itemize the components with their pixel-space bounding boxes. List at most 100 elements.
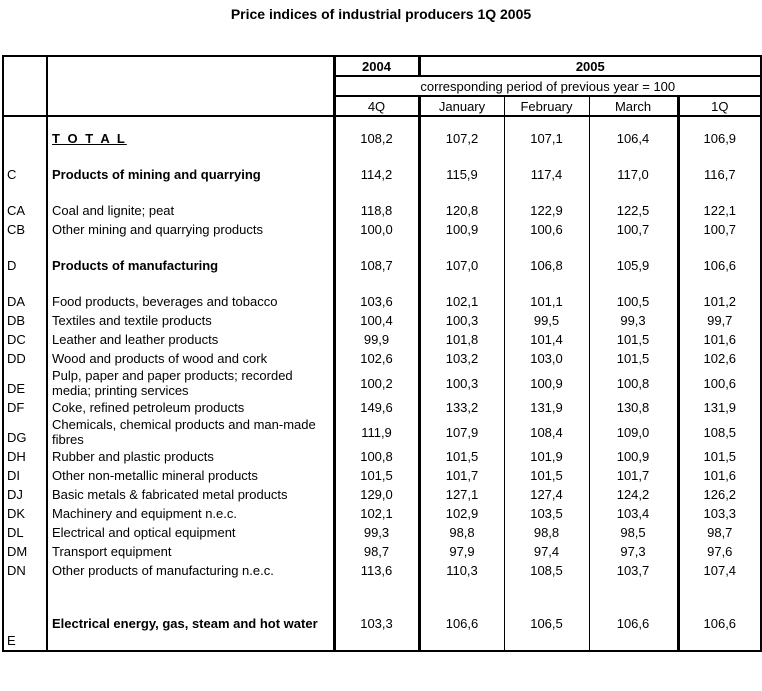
value-2004-4q: 103,6 — [334, 292, 421, 311]
value-2005-february: 98,8 — [504, 523, 590, 542]
row-code: DB — [3, 311, 48, 330]
value-2004-4q — [334, 580, 421, 597]
table-body: T O T A L 108,2 107,2 107,1 106,4 106,9 … — [3, 116, 761, 651]
col-header-2004: 2004 — [334, 56, 421, 77]
section-spacer-row — [3, 239, 761, 256]
value-2004-4q: 129,0 — [334, 485, 421, 504]
value-2005-january: 102,9 — [419, 504, 505, 523]
col-header-4q: 4Q — [334, 96, 421, 117]
value-2004-4q: 108,2 — [334, 129, 421, 148]
value-2004-4q: 99,3 — [334, 523, 421, 542]
section-spacer-row — [3, 184, 761, 201]
row-name — [47, 184, 336, 201]
value-2005-1q: 102,6 — [703, 351, 737, 366]
row-code: DJ — [3, 485, 48, 504]
header-note: corresponding period of previous year = … — [334, 76, 762, 97]
header-year-row: 2004 2005 — [3, 56, 762, 117]
row-code: DC — [3, 330, 48, 349]
value-2005-january: 107,2 — [419, 129, 505, 148]
value-2005-march: 100,9 — [589, 447, 680, 466]
table-row: C Products of mining and quarrying 114,2… — [3, 165, 761, 184]
value-2005-february: 108,4 — [504, 417, 590, 447]
value-2005-march: 124,2 — [589, 485, 680, 504]
row-code: CB — [3, 220, 48, 239]
table-row: DK Machinery and equipment n.e.c. 102,1 … — [3, 504, 761, 523]
value-2005-february: 101,1 — [504, 292, 590, 311]
row-name: T O T A L — [47, 129, 336, 148]
value-2004-4q: 101,5 — [334, 466, 421, 485]
value-2005-1q: 100,7 — [703, 222, 737, 237]
value-2004-4q: 113,6 — [334, 561, 421, 580]
value-2005-february — [504, 184, 590, 201]
row-name: Leather and leather products — [47, 330, 336, 349]
value-2005-january — [419, 148, 505, 165]
value-2005-march: 100,5 — [589, 292, 680, 311]
header-note-row: corresponding period of previous year = … — [3, 76, 762, 97]
row-name: Machinery and equipment n.e.c. — [47, 504, 336, 523]
value-2004-4q — [334, 275, 421, 292]
value-2005-january: 107,0 — [419, 256, 505, 275]
value-2005-march: 100,8 — [589, 368, 680, 398]
value-2005-january: 100,3 — [419, 368, 505, 398]
value-2005-march: 106,4 — [589, 129, 680, 148]
value-2005-january: 100,3 — [419, 311, 505, 330]
row-code — [3, 116, 48, 129]
value-2005-march: 122,5 — [589, 201, 680, 220]
value-2004-4q: 108,7 — [334, 256, 421, 275]
value-2005-january — [419, 184, 505, 201]
value-2005-1q: 99,7 — [707, 313, 733, 328]
row-code: DI — [3, 466, 48, 485]
row-code: DM — [3, 542, 48, 561]
price-indices-table: 2004 2005 corresponding period of previo… — [2, 55, 762, 652]
table-row: DB Textiles and textile products 100,4 1… — [3, 311, 761, 330]
value-2005-1q — [678, 184, 761, 201]
value-2004-4q — [334, 184, 421, 201]
value-2005-1q — [678, 239, 761, 256]
row-code: DF — [3, 398, 48, 417]
value-2004-4q: 103,3 — [334, 597, 421, 651]
value-2005-january: 100,9 — [419, 220, 505, 239]
value-2005-1q: 122,1 — [703, 203, 737, 218]
table-row: DC Leather and leather products 99,9 101… — [3, 330, 761, 349]
row-code: E — [3, 597, 48, 651]
value-2005-january: 115,9 — [419, 165, 505, 184]
value-2005-1q — [678, 116, 761, 129]
header-name-cell — [47, 56, 336, 117]
row-name: Textiles and textile products — [47, 311, 336, 330]
value-2005-january: 98,8 — [419, 523, 505, 542]
row-name: Pulp, paper and paper products; recorded… — [47, 368, 336, 398]
row-code — [3, 580, 48, 597]
value-2005-february: 101,9 — [504, 447, 590, 466]
value-2005-february: 101,5 — [504, 466, 590, 485]
value-2005-march: 101,5 — [589, 349, 680, 368]
table-row: DF Coke, refined petroleum products 149,… — [3, 398, 761, 417]
value-2005-february — [504, 116, 590, 129]
row-name: Other non-metallic mineral products — [47, 466, 336, 485]
table-row: DJ Basic metals & fabricated metal produ… — [3, 485, 761, 504]
value-2005-march: 103,4 — [589, 504, 680, 523]
value-2004-4q: 118,8 — [334, 201, 421, 220]
row-name: Food products, beverages and tobacco — [47, 292, 336, 311]
value-2005-february: 117,4 — [504, 165, 590, 184]
value-2005-january: 103,2 — [419, 349, 505, 368]
row-name — [47, 116, 336, 129]
row-name: Electrical energy, gas, steam and hot wa… — [47, 597, 336, 651]
value-2005-march: 130,8 — [589, 398, 680, 417]
value-2005-march — [589, 580, 680, 597]
value-2005-february: 122,9 — [504, 201, 590, 220]
row-code — [3, 275, 48, 292]
table-row: T O T A L 108,2 107,2 107,1 106,4 106,9 — [3, 129, 761, 148]
value-2004-4q: 149,6 — [334, 398, 421, 417]
value-2004-4q — [334, 239, 421, 256]
value-2005-1q: 98,7 — [707, 525, 733, 540]
value-2005-february: 108,5 — [504, 561, 590, 580]
value-2004-4q: 100,4 — [334, 311, 421, 330]
value-2004-4q: 102,6 — [334, 349, 421, 368]
value-2005-february: 131,9 — [504, 398, 590, 417]
value-2005-february: 99,5 — [504, 311, 590, 330]
value-2005-january — [419, 116, 505, 129]
value-2005-february: 106,8 — [504, 256, 590, 275]
value-2005-march — [589, 148, 680, 165]
value-2005-march: 101,7 — [589, 466, 680, 485]
value-2005-february: 100,6 — [504, 220, 590, 239]
